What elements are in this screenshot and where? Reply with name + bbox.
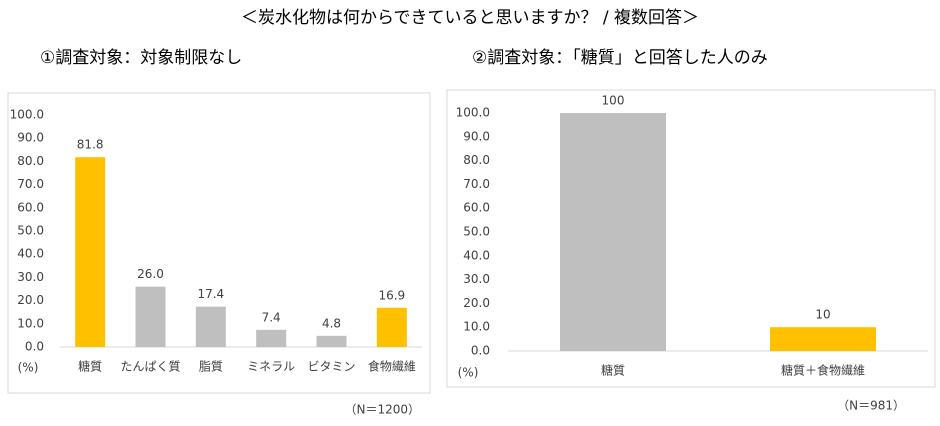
bar bbox=[75, 157, 106, 347]
y-tick-label: 100.0 bbox=[10, 108, 44, 122]
data-label: 100 bbox=[602, 94, 625, 108]
chart-subtitle: ①調査対象：対象制限なし bbox=[40, 48, 242, 68]
bar bbox=[195, 306, 226, 347]
x-tick-label: たんぱく質 bbox=[120, 359, 180, 374]
chart-frame bbox=[7, 92, 431, 394]
data-label: 7.4 bbox=[262, 310, 281, 324]
y-tick-label: 50.0 bbox=[17, 224, 44, 238]
y-tick-label: 50.0 bbox=[463, 225, 490, 239]
data-label: 10 bbox=[815, 308, 830, 322]
data-label: 4.8 bbox=[322, 316, 341, 330]
y-tick-label: 10.0 bbox=[463, 320, 490, 334]
y-unit: (%) bbox=[18, 361, 39, 375]
x-tick-label: 食物繊維 bbox=[368, 359, 416, 374]
y-tick-label: 100.0 bbox=[456, 106, 490, 120]
chart-frame bbox=[446, 89, 936, 388]
y-tick-label: 40.0 bbox=[463, 248, 490, 262]
x-tick-label: 糖質 bbox=[78, 359, 102, 374]
chart-subtitle: ②調査対象：「糖質」と回答した人のみ bbox=[472, 48, 768, 68]
page-title: ＜炭水化物は何からできていると思いますか？ / 複数回答＞ bbox=[241, 8, 699, 28]
y-tick-label: 0.0 bbox=[471, 344, 490, 358]
data-label: 17.4 bbox=[197, 287, 224, 301]
bar bbox=[135, 286, 166, 347]
sample-note: （N＝981） bbox=[837, 399, 905, 413]
y-tick-label: 80.0 bbox=[463, 153, 490, 167]
x-tick-label: 糖質 bbox=[601, 363, 625, 378]
y-tick-label: 20.0 bbox=[463, 296, 490, 310]
bar bbox=[256, 329, 287, 347]
y-tick-label: 70.0 bbox=[463, 177, 490, 191]
data-label: 81.8 bbox=[77, 138, 104, 152]
y-tick-label: 20.0 bbox=[17, 293, 44, 307]
x-tick-label: ミネラル bbox=[247, 360, 295, 374]
data-label: 26.0 bbox=[137, 267, 164, 281]
bar bbox=[376, 307, 407, 347]
y-tick-label: 80.0 bbox=[17, 154, 44, 168]
bar bbox=[316, 335, 347, 347]
y-tick-label: 90.0 bbox=[463, 129, 490, 143]
y-tick-label: 30.0 bbox=[17, 270, 44, 284]
y-tick-label: 60.0 bbox=[17, 200, 44, 214]
y-tick-label: 10.0 bbox=[17, 316, 44, 330]
x-tick-label: 糖質＋食物繊維 bbox=[781, 363, 865, 378]
bar bbox=[560, 113, 666, 351]
sample-note: （N＝1200） bbox=[344, 403, 420, 417]
y-tick-label: 70.0 bbox=[17, 177, 44, 191]
y-tick-label: 90.0 bbox=[17, 131, 44, 145]
x-tick-label: ビタミン bbox=[307, 360, 355, 374]
y-tick-label: 60.0 bbox=[463, 201, 490, 215]
y-tick-label: 40.0 bbox=[17, 247, 44, 261]
x-tick-label: 脂質 bbox=[199, 359, 223, 374]
data-label: 16.9 bbox=[378, 288, 405, 302]
y-unit: (%) bbox=[458, 366, 479, 380]
y-tick-label: 30.0 bbox=[463, 272, 490, 286]
bar bbox=[770, 327, 876, 351]
y-tick-label: 0.0 bbox=[25, 340, 44, 354]
